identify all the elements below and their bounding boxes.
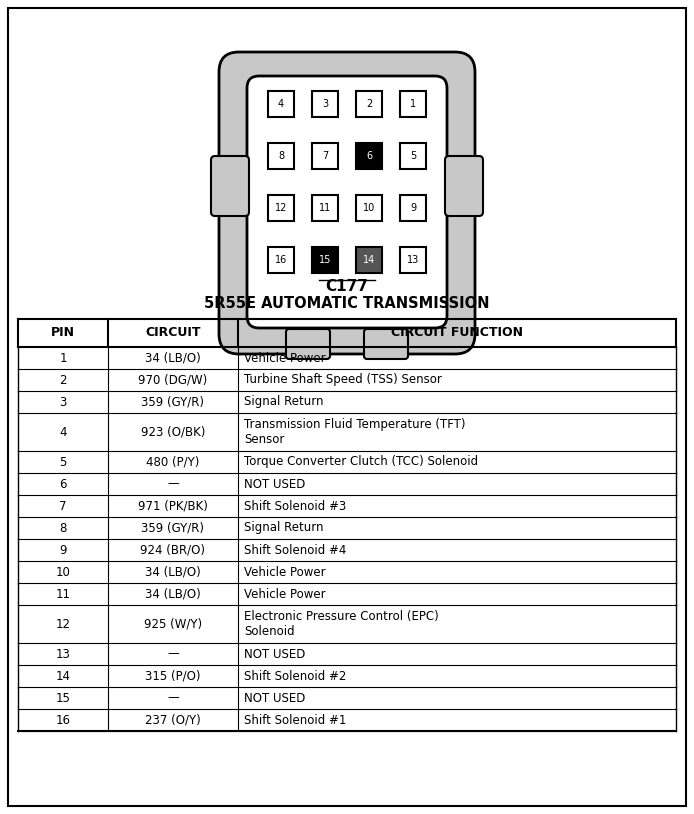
Bar [356, 143, 382, 169]
Text: NOT USED: NOT USED [244, 692, 305, 704]
Text: 3: 3 [322, 99, 328, 109]
Text: Shift Solenoid #4: Shift Solenoid #4 [244, 544, 346, 557]
Text: 15: 15 [56, 692, 70, 704]
Text: —: — [167, 478, 179, 491]
Bar [400, 91, 426, 117]
Text: 34 (LB/O): 34 (LB/O) [145, 352, 201, 365]
Text: 12: 12 [275, 203, 287, 213]
Text: 13: 13 [407, 255, 419, 265]
Text: CIRCUIT: CIRCUIT [145, 326, 201, 339]
Text: 14: 14 [363, 255, 375, 265]
Text: Vehicle Power: Vehicle Power [244, 352, 325, 365]
Text: 970 (DG/W): 970 (DG/W) [138, 374, 208, 387]
Bar [356, 195, 382, 221]
Text: 9: 9 [410, 203, 416, 213]
Text: Vehicle Power: Vehicle Power [244, 566, 325, 579]
Text: NOT USED: NOT USED [244, 647, 305, 660]
FancyBboxPatch shape [247, 76, 447, 328]
Bar [312, 247, 338, 273]
Text: Transmission Fluid Temperature (TFT): Transmission Fluid Temperature (TFT) [244, 418, 466, 431]
Text: 34 (LB/O): 34 (LB/O) [145, 588, 201, 601]
Bar [268, 91, 294, 117]
Text: 1: 1 [410, 99, 416, 109]
Text: 924 (BR/O): 924 (BR/O) [140, 544, 205, 557]
Text: 10: 10 [56, 566, 70, 579]
Text: 6: 6 [366, 151, 372, 161]
Text: 5: 5 [410, 151, 416, 161]
Text: 4: 4 [59, 426, 67, 439]
Text: Torque Converter Clutch (TCC) Solenoid: Torque Converter Clutch (TCC) Solenoid [244, 456, 478, 469]
Text: 6: 6 [59, 478, 67, 491]
Text: Shift Solenoid #1: Shift Solenoid #1 [244, 714, 346, 727]
Text: Shift Solenoid #3: Shift Solenoid #3 [244, 500, 346, 513]
FancyBboxPatch shape [286, 329, 330, 359]
Text: 9: 9 [59, 544, 67, 557]
Text: Signal Return: Signal Return [244, 396, 323, 409]
Bar [400, 195, 426, 221]
Bar [400, 247, 426, 273]
Text: 16: 16 [275, 255, 287, 265]
Bar [356, 91, 382, 117]
FancyBboxPatch shape [211, 156, 249, 216]
Text: 2: 2 [366, 99, 372, 109]
Text: 14: 14 [56, 669, 71, 682]
Text: 8: 8 [59, 522, 67, 535]
Bar [400, 143, 426, 169]
Text: C177: C177 [325, 279, 369, 294]
Bar [268, 195, 294, 221]
Text: 923 (O/BK): 923 (O/BK) [141, 426, 205, 439]
Text: 5R55E AUTOMATIC TRANSMISSION: 5R55E AUTOMATIC TRANSMISSION [204, 296, 490, 311]
Text: 315 (P/O): 315 (P/O) [145, 669, 201, 682]
FancyBboxPatch shape [219, 52, 475, 354]
Text: Vehicle Power: Vehicle Power [244, 588, 325, 601]
Text: 11: 11 [319, 203, 331, 213]
Text: 7: 7 [322, 151, 328, 161]
Text: 237 (O/Y): 237 (O/Y) [145, 714, 201, 727]
Text: 4: 4 [278, 99, 284, 109]
Bar [268, 143, 294, 169]
Bar [268, 247, 294, 273]
Text: 7: 7 [59, 500, 67, 513]
Text: 1: 1 [59, 352, 67, 365]
Text: 925 (W/Y): 925 (W/Y) [144, 618, 202, 631]
Text: 359 (GY/R): 359 (GY/R) [142, 522, 205, 535]
Text: 10: 10 [363, 203, 375, 213]
Text: 359 (GY/R): 359 (GY/R) [142, 396, 205, 409]
Text: CIRCUIT FUNCTION: CIRCUIT FUNCTION [391, 326, 523, 339]
FancyBboxPatch shape [445, 156, 483, 216]
Text: 5: 5 [59, 456, 67, 469]
FancyBboxPatch shape [364, 329, 408, 359]
Text: Shift Solenoid #2: Shift Solenoid #2 [244, 669, 346, 682]
Text: 3: 3 [59, 396, 67, 409]
Text: NOT USED: NOT USED [244, 478, 305, 491]
Text: 16: 16 [56, 714, 71, 727]
Text: 11: 11 [56, 588, 71, 601]
Bar [312, 91, 338, 117]
Text: 13: 13 [56, 647, 70, 660]
Text: 12: 12 [56, 618, 71, 631]
Text: Turbine Shaft Speed (TSS) Sensor: Turbine Shaft Speed (TSS) Sensor [244, 374, 442, 387]
Text: Solenoid: Solenoid [244, 625, 295, 638]
Text: 34 (LB/O): 34 (LB/O) [145, 566, 201, 579]
Bar [356, 247, 382, 273]
Text: —: — [167, 647, 179, 660]
Text: Electronic Pressure Control (EPC): Electronic Pressure Control (EPC) [244, 610, 439, 623]
Text: 480 (P/Y): 480 (P/Y) [146, 456, 200, 469]
Text: —: — [167, 692, 179, 704]
Text: Signal Return: Signal Return [244, 522, 323, 535]
Text: Sensor: Sensor [244, 433, 285, 446]
Text: 2: 2 [59, 374, 67, 387]
Text: 971 (PK/BK): 971 (PK/BK) [138, 500, 208, 513]
Text: 15: 15 [319, 255, 331, 265]
Bar [312, 143, 338, 169]
Text: PIN: PIN [51, 326, 75, 339]
Bar [312, 195, 338, 221]
Text: 8: 8 [278, 151, 284, 161]
